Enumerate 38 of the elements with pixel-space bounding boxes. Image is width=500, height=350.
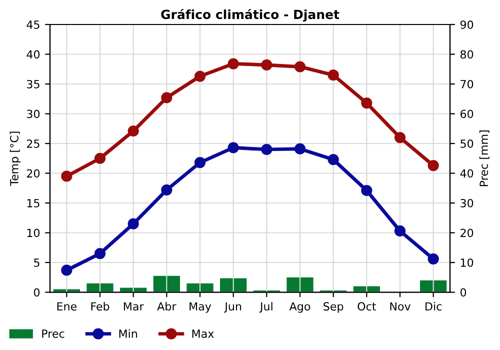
x-tick-label: Jun [224,302,242,313]
y2-tick-label: 80 [460,50,474,59]
legend-label: Min [119,329,137,338]
y-tick-label: 10 [27,228,40,238]
x-tick-label: Mar [124,302,144,311]
y2-tick-label: 20 [460,228,474,238]
x-tick-label: Ene [57,302,77,311]
chart-title: Gráfico climático - Djanet [161,8,340,22]
x-tick-label: Oct [358,302,376,311]
y2-tick-label: 50 [460,139,474,148]
y2-tick-label: 60 [460,110,474,118]
y2-tick-label: 70 [460,80,474,88]
x-tick-label: Feb [91,302,110,311]
x-tick-label: Ago [289,302,310,313]
y2-tick-label: 0 [460,288,466,297]
y2-tick-label: 90 [460,20,474,29]
y-tick-label: 35 [26,80,40,88]
x-tick-label: Dic [426,302,442,311]
y-tick-label: 25 [26,139,40,148]
y-tick-label: 40 [26,50,40,59]
y-axis-title: Temp [°C] [10,132,21,186]
y-tick-label: 5 [34,258,40,267]
x-tick-label: Nov [390,302,411,311]
y-tick-label: 45 [26,20,40,29]
y-tick-label: 0 [34,288,40,297]
x-tick-label: Jul [259,302,272,313]
x-tick-label: May [190,302,212,313]
x-tick-label: Abr [157,302,176,311]
y2-tick-label: 30 [460,198,474,208]
y2-tick-label: 10 [460,258,474,267]
x-tick-label: Sep [324,302,344,313]
y2-tick-label: 40 [460,169,474,178]
y-tick-label: 30 [26,110,40,118]
legend-label: Prec [42,330,64,338]
y-tick-label: 20 [26,169,40,178]
legend-label: Max [192,330,214,338]
y-tick-label: 15 [27,199,40,208]
y2-axis-title: Prec [mm] [479,130,490,186]
